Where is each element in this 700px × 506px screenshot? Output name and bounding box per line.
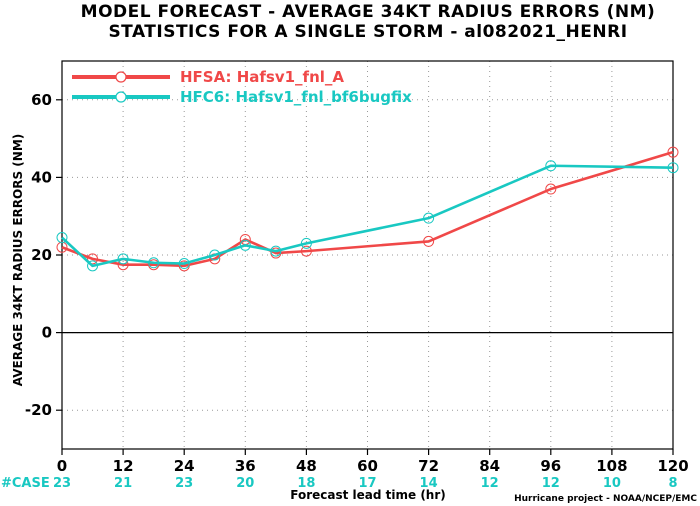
x-tick-label: 84: [479, 457, 500, 475]
case-count: 12: [481, 476, 499, 491]
y-tick-labels: -20 0 20 40 60: [25, 91, 52, 419]
case-count: 18: [297, 476, 315, 491]
series-2: [56, 160, 679, 272]
x-tick-label: 60: [357, 457, 378, 475]
data-point: [270, 245, 282, 257]
series-line: [61, 150, 674, 268]
data-point: [300, 237, 312, 249]
x-tick-label: 72: [418, 457, 439, 475]
credit-text: Hurricane project - NOAA/NCEP/EMC: [514, 494, 697, 504]
data-point: [87, 253, 99, 265]
data-point: [423, 212, 435, 224]
data-point: [300, 245, 312, 257]
case-label: #CASE: [1, 476, 50, 491]
data-point: [178, 258, 190, 270]
data-point: [56, 232, 68, 244]
chart-title-line-1: MODEL FORECAST - AVERAGE 34KT RADIUS ERR…: [81, 2, 656, 22]
y-tick-label: 60: [31, 91, 52, 109]
x-tick-label: 120: [657, 457, 688, 475]
legend: HFSA: Hafsv1_fnl_A HFC6: Hafsv1_fnl_bf6bu…: [72, 68, 412, 106]
legend-swatch-marker: [115, 91, 127, 103]
data-point: [667, 146, 679, 158]
case-count: 21: [114, 476, 132, 491]
y-tick-label: 40: [31, 168, 52, 186]
case-count: 23: [175, 476, 193, 491]
series-group: [56, 146, 679, 272]
x-tick-label: 96: [540, 457, 561, 475]
x-tick-label: 48: [296, 457, 317, 475]
case-count: 12: [542, 476, 560, 491]
legend-label: HFC6: Hafsv1_fnl_bf6bugfix: [180, 88, 412, 106]
data-point: [239, 239, 251, 251]
data-point: [87, 260, 99, 272]
x-tick-label: 36: [235, 457, 256, 475]
data-point: [545, 183, 557, 195]
data-point: [423, 235, 435, 247]
y-axis-label: AVERAGE 34KT RADIUS ERRORS (NM): [11, 134, 25, 386]
case-counts: #CASE 23 21 23 20 18 17 14 12 12 10 8: [1, 476, 678, 491]
x-tick-label: 24: [174, 457, 195, 475]
case-count: 14: [420, 476, 438, 491]
data-point: [667, 162, 679, 174]
x-tick-label: 108: [596, 457, 627, 475]
x-tick-label: 0: [57, 457, 67, 475]
data-point: [148, 257, 160, 269]
chart-title-line-2: STATISTICS FOR A SINGLE STORM - al082021…: [108, 22, 627, 42]
case-count: 10: [603, 476, 621, 491]
plot-frame: [56, 60, 674, 455]
case-count: 17: [358, 476, 376, 491]
y-tick-label: -20: [25, 401, 52, 419]
grid: [62, 61, 673, 449]
x-tick-labels: 0 12 24 36 48 60 72 84 96 108 120: [57, 457, 689, 475]
case-count: 8: [668, 476, 677, 491]
data-point: [117, 253, 129, 265]
x-tick-label: 12: [113, 457, 134, 475]
y-tick-label: 0: [42, 324, 52, 342]
data-point: [209, 249, 221, 261]
case-count: 20: [236, 476, 254, 491]
data-point: [178, 260, 190, 272]
y-tick-label: 20: [31, 246, 52, 264]
legend-swatch-marker: [115, 71, 127, 83]
x-axis-label: Forecast lead time (hr): [290, 488, 446, 502]
data-point: [545, 160, 557, 172]
legend-label: HFSA: Hafsv1_fnl_A: [180, 68, 344, 86]
case-count: 23: [53, 476, 71, 491]
